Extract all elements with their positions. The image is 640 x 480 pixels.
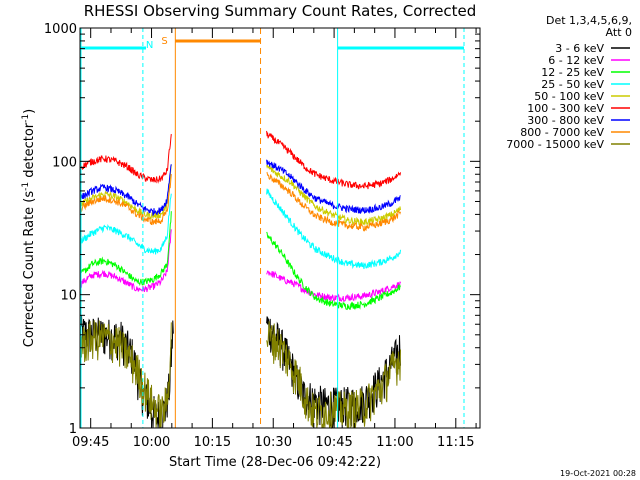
series-line-4-before <box>79 164 172 221</box>
legend-label-0: 3 - 6 keV <box>555 42 604 55</box>
y-tick-label-1: 10 <box>60 289 77 304</box>
x-tick-label-6: 11:15 <box>437 435 474 450</box>
x-tick-label-1: 10:00 <box>133 435 170 450</box>
y-tick-label-2: 100 <box>52 155 77 170</box>
legend-label-6: 300 - 800 keV <box>527 114 604 127</box>
series-line-8-after <box>266 321 401 429</box>
x-tick-label-5: 11:00 <box>376 435 413 450</box>
series-line-7-before <box>79 174 172 226</box>
x-tick-label-3: 10:30 <box>255 435 292 450</box>
legend-label-8: 7000 - 15000 keV <box>506 138 604 151</box>
series-line-7-after <box>266 171 401 232</box>
legend-label-1: 6 - 12 keV <box>548 54 604 67</box>
series-line-5-after <box>266 130 401 190</box>
legend-label-5: 100 - 300 keV <box>527 102 604 115</box>
saa-flag-label: S <box>161 36 167 47</box>
series-line-4-after <box>266 164 401 227</box>
x-tick-label-4: 10:45 <box>315 435 352 450</box>
y-tick-label-0: 1 <box>69 422 77 437</box>
y-axis-label: Corrected Count Rate (s-1 detector-1) <box>21 109 37 347</box>
chart-title: RHESSI Observing Summary Count Rates, Co… <box>84 2 477 20</box>
legend-label-7: 800 - 7000 keV <box>520 126 604 139</box>
legend-header-line-1: Det 1,3,4,5,6,9, <box>546 14 632 27</box>
y-axis: 1 10 100 1000 <box>44 22 480 437</box>
series-line-1-after <box>266 270 401 302</box>
x-axis: 09:45 10:00 10:15 10:30 10:45 11:00 11:15 <box>72 28 477 450</box>
generated-timestamp: 19-Oct-2021 00:28 <box>560 469 636 478</box>
x-axis-label: Start Time (28-Dec-06 09:42:22) <box>169 455 381 470</box>
night-flag-label: N <box>146 40 153 51</box>
x-tick-label-0: 09:45 <box>72 435 109 450</box>
series-line-2-after <box>266 231 401 311</box>
legend-label-2: 12 - 25 keV <box>541 66 604 79</box>
legend-label-4: 50 - 100 keV <box>534 90 604 103</box>
series-line-2-before <box>79 211 172 287</box>
y-tick-label-3: 1000 <box>44 22 77 37</box>
series-line-3-after <box>266 188 401 270</box>
legend-header-line-2: Att 0 <box>606 26 632 39</box>
series-line-3-before <box>79 193 172 255</box>
series-line-6-before <box>79 164 172 217</box>
series-line-6-after <box>266 159 401 215</box>
legend-label-3: 25 - 50 keV <box>541 78 604 91</box>
x-tick-label-2: 10:15 <box>194 435 231 450</box>
series-line-0-after <box>266 316 401 429</box>
series-line-5-before <box>79 134 172 184</box>
plot-frame <box>79 27 481 429</box>
series-line-1-before <box>79 229 172 293</box>
